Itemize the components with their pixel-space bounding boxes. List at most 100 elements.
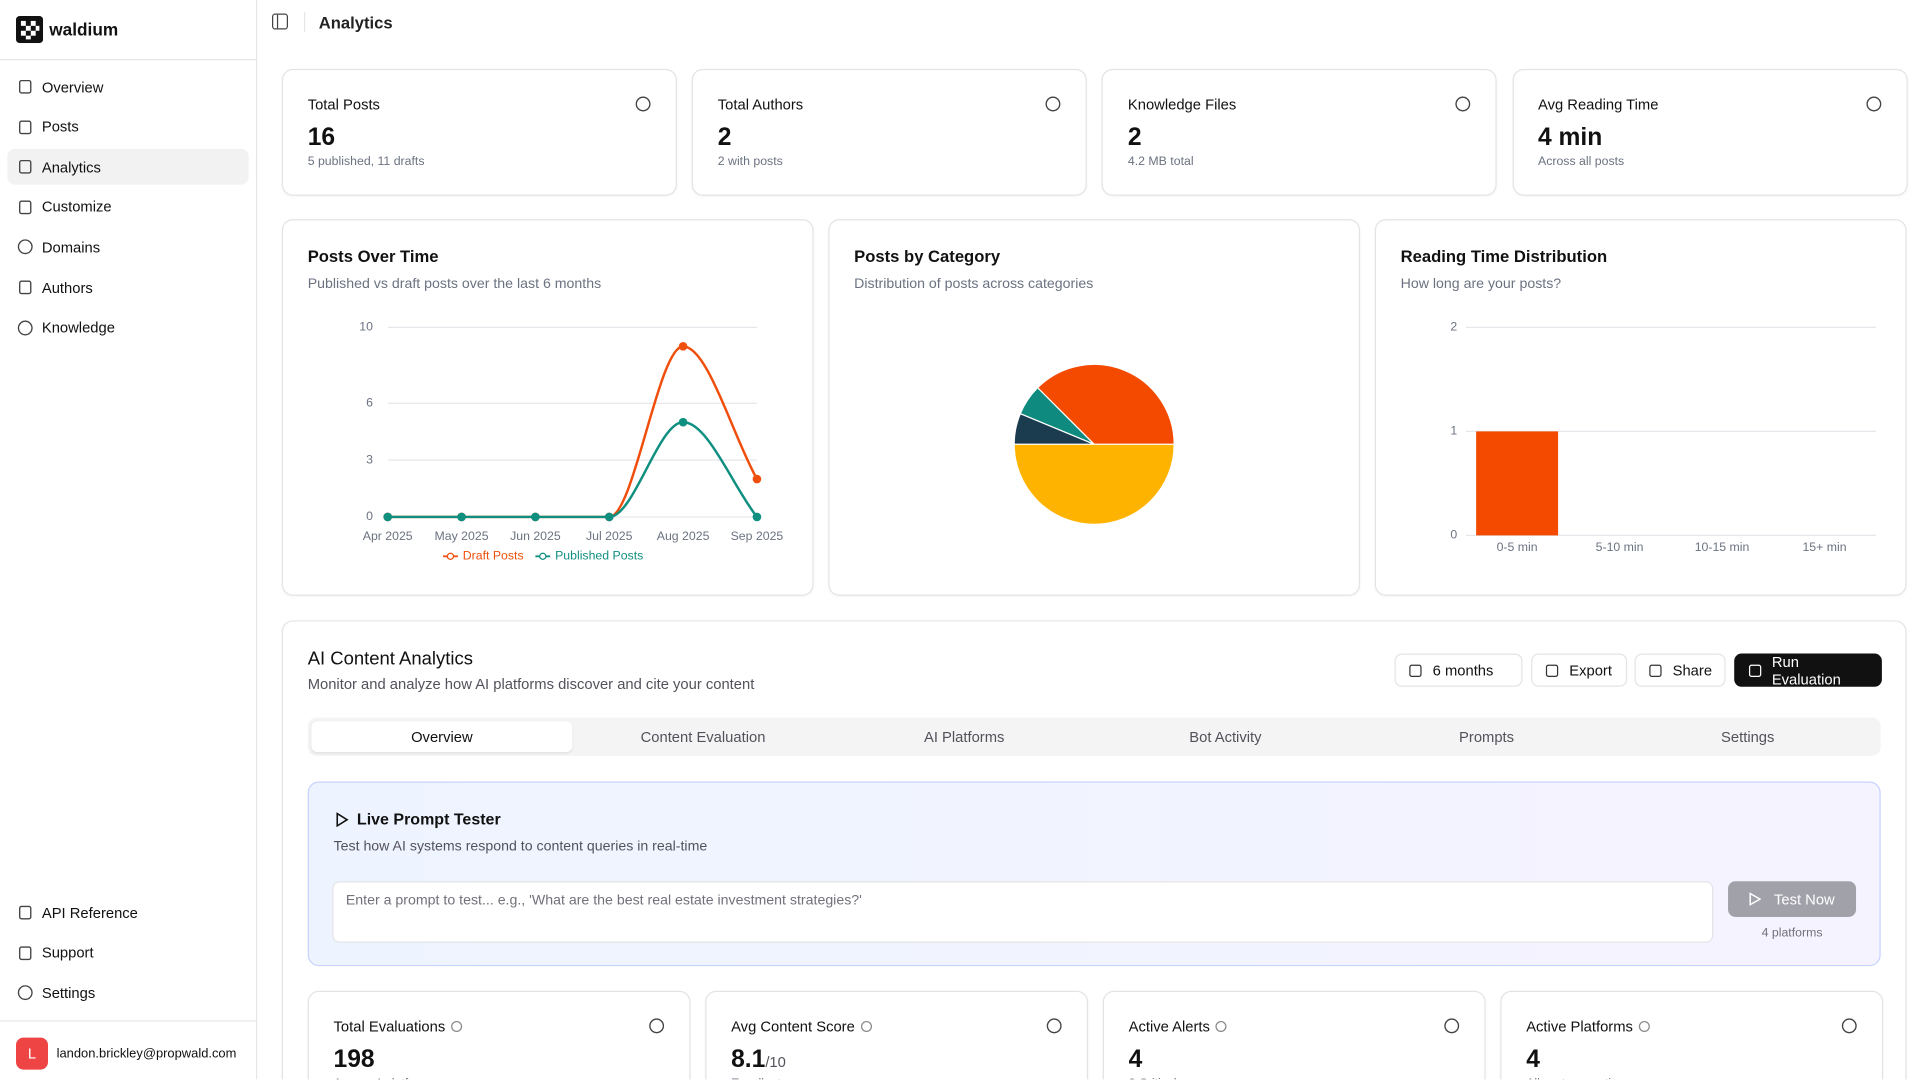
y-tick-label: 1 xyxy=(1450,424,1457,438)
stat-label: Total Posts xyxy=(307,96,380,114)
stat-card: Knowledge Files 2 4.2 MB total xyxy=(1102,68,1498,196)
toolbar-button[interactable]: Export xyxy=(1531,653,1628,687)
icon xyxy=(19,160,32,174)
chart xyxy=(1013,363,1175,525)
icon xyxy=(1045,96,1061,112)
stat-value: 16 xyxy=(307,124,336,152)
toolbar-button[interactable]: Share xyxy=(1634,653,1726,687)
tab[interactable]: Settings xyxy=(1721,728,1775,746)
nav-item[interactable]: Knowledge xyxy=(7,310,248,346)
toolbar-button[interactable]: Run Evaluation xyxy=(1734,652,1882,688)
chart-card: Reading Time Distribution How long are yo… xyxy=(1374,219,1907,596)
user-avatar[interactable]: L xyxy=(16,1037,49,1070)
icon-shape xyxy=(19,120,32,134)
icon xyxy=(17,985,33,1001)
nav-label: Knowledge xyxy=(41,318,115,337)
button-label: Export xyxy=(1569,661,1612,679)
toolbar-button[interactable]: 6 months xyxy=(1394,653,1523,687)
stat-note: Across 4 platforms xyxy=(334,1077,436,1079)
x-tick-label: 10-15 min xyxy=(1695,540,1750,554)
button-label: Test Now xyxy=(1773,890,1835,908)
prompt-input[interactable]: Enter a prompt to test... e.g., 'What ar… xyxy=(332,881,1714,943)
chart-title: Posts by Category xyxy=(854,247,1001,266)
stat-note: All systems active xyxy=(1526,1077,1624,1079)
stat-value: 198 xyxy=(333,1046,375,1074)
icon-shape xyxy=(1545,664,1559,677)
icon-shape xyxy=(1444,1018,1460,1034)
stat-value: 8.1/10 xyxy=(731,1046,786,1074)
stat-note: 4.2 MB total xyxy=(1127,155,1194,169)
help-icon xyxy=(1638,1020,1650,1033)
nav-item[interactable]: API Reference xyxy=(7,895,248,931)
tab[interactable]: Content Evaluation xyxy=(640,728,766,746)
data-point xyxy=(752,474,762,484)
tester-note: 4 platforms xyxy=(1761,926,1823,941)
icon xyxy=(635,96,651,112)
help-icon xyxy=(450,1020,462,1033)
button-icon xyxy=(1409,664,1422,677)
icon-shape xyxy=(19,160,32,174)
icon xyxy=(649,1018,665,1034)
x-tick-label: Jun 2025 xyxy=(510,529,561,543)
icon xyxy=(1865,96,1881,112)
nav-item[interactable]: Domains xyxy=(7,229,248,265)
data-point xyxy=(457,512,466,522)
icon-shape xyxy=(19,79,32,94)
stat-label: Avg Content Score xyxy=(731,1018,872,1035)
chart-subtitle: How long are your posts? xyxy=(1400,276,1562,292)
stat-note: Excellent xyxy=(731,1077,781,1079)
help-shape xyxy=(1215,1020,1227,1033)
chart: 0 1 2 0-5 min 5-10 min 10-15 min 15+ min xyxy=(1450,320,1876,554)
button-icon xyxy=(1545,664,1559,677)
y-tick-label: 0 xyxy=(366,509,373,523)
y-tick-label: 2 xyxy=(1450,320,1457,334)
stat-note: Across all posts xyxy=(1538,155,1625,169)
nav-item[interactable]: Authors xyxy=(7,270,248,306)
tab[interactable]: Prompts xyxy=(1459,728,1515,746)
series-line xyxy=(387,420,758,519)
stat-card: Active Alerts 4 2 Critical xyxy=(1102,990,1486,1080)
test-now-button[interactable]: Test Now xyxy=(1728,881,1857,917)
section-title: AI Content Analytics xyxy=(307,648,473,670)
stat-label: Active Platforms xyxy=(1526,1018,1650,1035)
nav-item[interactable]: Overview xyxy=(7,69,248,105)
legend-marker xyxy=(539,552,547,561)
nav-item[interactable]: Analytics xyxy=(7,149,249,185)
icon-shape xyxy=(1046,1018,1062,1034)
stat-value: 4 min xyxy=(1538,124,1603,152)
nav-label: Overview xyxy=(41,78,104,96)
stat-note: 2 with posts xyxy=(717,155,783,169)
nav-item[interactable]: Posts xyxy=(7,109,248,145)
x-tick-label: Aug 2025 xyxy=(657,529,710,543)
nav-item[interactable]: Customize xyxy=(7,189,248,225)
nav-item[interactable]: Support xyxy=(7,935,248,971)
icon-shape xyxy=(1455,96,1471,112)
help-shape xyxy=(1638,1020,1650,1033)
data-point xyxy=(531,512,540,522)
icon xyxy=(19,945,32,960)
y-tick-label: 0 xyxy=(1450,528,1457,542)
button-icon xyxy=(1649,664,1662,677)
data-point xyxy=(604,512,614,522)
icon-shape xyxy=(19,905,32,920)
nav-item[interactable]: Settings xyxy=(7,975,248,1011)
help-icon xyxy=(860,1020,872,1033)
button-label: Run Evaluation xyxy=(1771,652,1841,688)
data-point xyxy=(752,512,762,522)
icon xyxy=(17,239,33,255)
stat-value-number: 8.1 xyxy=(731,1046,766,1074)
tab[interactable]: Overview xyxy=(311,721,573,753)
stat-label: Total Evaluations xyxy=(334,1018,463,1035)
button-label: 6 months xyxy=(1432,661,1494,679)
icon-shape xyxy=(19,945,32,960)
tester-subtitle: Test how AI systems respond to content q… xyxy=(333,839,708,855)
icon xyxy=(17,320,33,335)
sidebar: waldium L landon.brickley@propwald.com O… xyxy=(0,0,258,1080)
prompt-tester: Live Prompt Tester Test how AI systems r… xyxy=(307,781,1881,967)
x-tick-label: 0-5 min xyxy=(1497,540,1538,554)
divider xyxy=(0,1020,257,1022)
sidebar-toggle[interactable] xyxy=(272,13,289,30)
tab[interactable]: AI Platforms xyxy=(923,728,1005,746)
tab[interactable]: Bot Activity xyxy=(1189,728,1262,746)
